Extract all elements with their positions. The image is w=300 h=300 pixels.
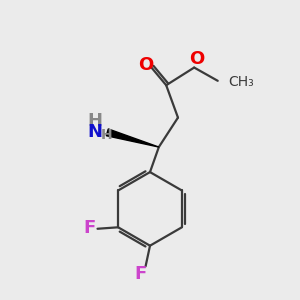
Text: O: O — [189, 50, 204, 68]
Polygon shape — [106, 129, 159, 147]
Text: F: F — [134, 265, 147, 283]
Text: F: F — [83, 219, 96, 237]
Text: H: H — [87, 112, 102, 130]
Text: O: O — [138, 56, 153, 74]
Text: H: H — [100, 128, 112, 142]
Text: N: N — [87, 123, 102, 141]
Text: CH₃: CH₃ — [228, 75, 254, 89]
